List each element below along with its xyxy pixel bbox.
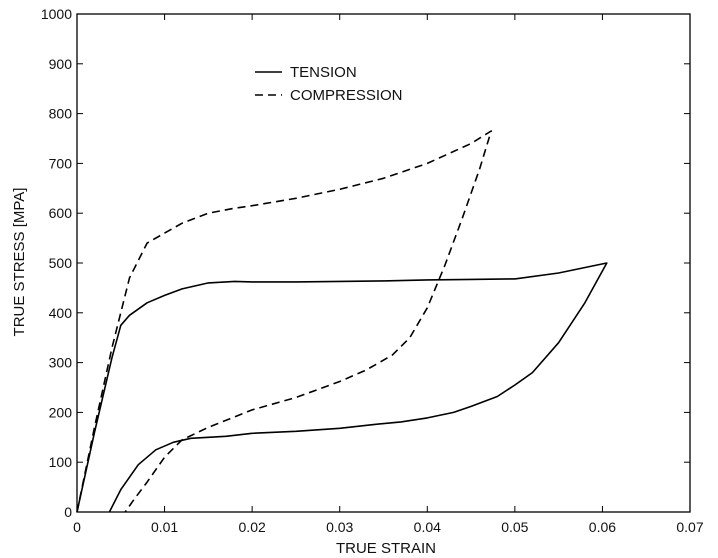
y-tick-label: 200 <box>49 404 73 420</box>
x-tick-label: 0 <box>73 519 81 535</box>
x-tick-label: 0.01 <box>151 519 178 535</box>
legend: TENSION COMPRESSION <box>255 64 403 104</box>
ticks-layer: 0 0.01 0.02 0.03 0.04 0.05 0.06 0.07 0 100 200 300 4… <box>41 6 704 535</box>
y-tick-label: 400 <box>49 305 73 321</box>
x-tick-label: 0.07 <box>676 519 703 535</box>
y-tick-label: 300 <box>49 355 73 371</box>
series-line-tension <box>76 262 608 513</box>
y-tick-label: 100 <box>49 454 73 470</box>
y-tick-label: 500 <box>49 255 73 271</box>
y-tick-label: 900 <box>49 56 73 72</box>
y-tick-label: 1000 <box>41 6 72 22</box>
x-tick-label: 0.05 <box>501 519 528 535</box>
y-tick-label: 0 <box>64 504 72 520</box>
y-tick-label: 800 <box>49 106 73 122</box>
y-axis-title: TRUE STRESS [MPA] <box>11 188 28 337</box>
x-tick-label: 0.02 <box>239 519 266 535</box>
legend-tension-label: TENSION <box>290 64 357 81</box>
y-tick-label: 600 <box>49 205 73 221</box>
plot-frame <box>76 13 691 513</box>
series-line-compression <box>76 130 493 513</box>
x-axis-title: TRUE STRAIN <box>336 540 436 557</box>
series-layer <box>76 130 608 513</box>
legend-compression-label: COMPRESSION <box>290 87 403 104</box>
x-tick-label: 0.03 <box>326 519 353 535</box>
x-tick-label: 0.04 <box>414 519 441 535</box>
x-tick-label: 0.06 <box>589 519 616 535</box>
y-tick-label: 700 <box>49 155 73 171</box>
